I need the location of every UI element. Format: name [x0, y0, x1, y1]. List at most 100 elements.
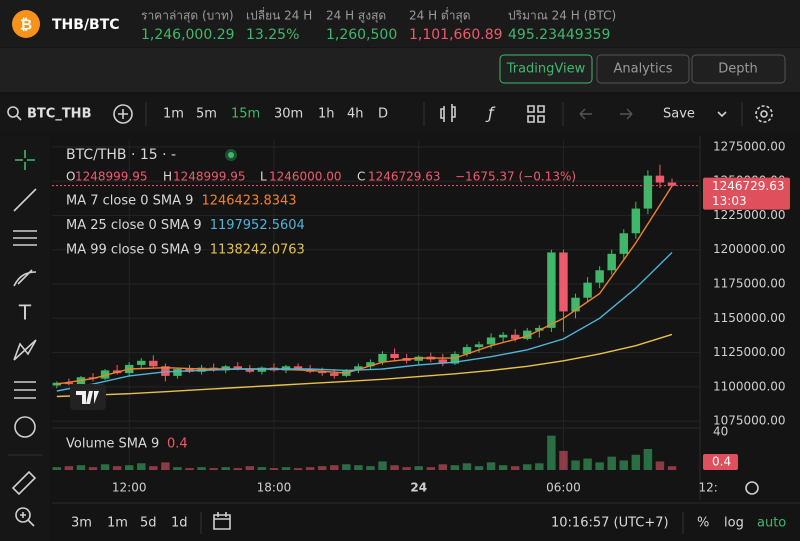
candle-body: [462, 347, 472, 354]
volume-bar: [209, 468, 218, 470]
indicators-icon[interactable]: ƒ: [485, 104, 496, 123]
volume-bar: [100, 464, 110, 470]
y-tick-label: 1200000.00: [713, 242, 786, 256]
ohlc-value: 1248999.95: [75, 170, 148, 184]
candle-body: [486, 337, 496, 345]
scale-option[interactable]: %: [697, 516, 709, 531]
volume-bar: [390, 465, 399, 470]
range-button[interactable]: 5d: [140, 516, 157, 531]
settings-icon[interactable]: [755, 105, 773, 123]
undo-icon[interactable]: [579, 108, 592, 120]
chart-type-icon[interactable]: [440, 104, 456, 122]
search-icon[interactable]: [16, 115, 22, 121]
fib-tool[interactable]: [13, 230, 37, 246]
save-menu-icon[interactable]: [717, 111, 727, 118]
interval[interactable]: 4h: [347, 107, 364, 122]
grid: 1075000.00 1100000.00 1125000.00 1150000.00…: [52, 139, 786, 495]
y-tick-label: 1075000.00: [713, 414, 786, 428]
stat-value: 13.25%: [246, 27, 299, 43]
add-icon[interactable]: [118, 109, 128, 119]
stat-value: 1,101,660.89: [409, 27, 503, 43]
pattern-tool[interactable]: [13, 339, 37, 361]
x-tick-label: 24: [410, 481, 427, 495]
volume-bar: [88, 467, 98, 470]
symbol[interactable]: BTC_THB: [27, 107, 91, 122]
candle-body: [64, 382, 74, 385]
volume-bar: [583, 458, 592, 470]
ohlc-value: 1246729.63: [368, 170, 441, 184]
legend-name: MA 7 close 0 SMA 9: [66, 194, 193, 209]
candle-body: [390, 353, 399, 359]
scale-option[interactable]: log: [724, 516, 744, 531]
volume-bar: [667, 466, 677, 470]
interval[interactable]: D: [378, 107, 388, 122]
volume-bar: [269, 468, 279, 470]
volume-bar: [354, 465, 363, 470]
candle-body: [474, 344, 484, 348]
candle-body: [583, 282, 592, 298]
save-button[interactable]: Save: [663, 107, 695, 122]
coin-logo: [12, 10, 40, 38]
ohlc-value: 1246000.00: [269, 170, 342, 184]
layout-icon[interactable]: [527, 105, 545, 123]
tab-button[interactable]: [596, 54, 690, 84]
volume-bar: [257, 467, 267, 470]
volume-label: Volume SMA 9: [66, 437, 159, 452]
emoji-tool[interactable]: [14, 416, 36, 438]
axis-settings-icon[interactable]: [745, 481, 759, 495]
volume-bar: [305, 467, 315, 470]
add-icon[interactable]: [113, 104, 133, 124]
tab-label[interactable]: TradingView: [506, 62, 586, 77]
volume-bar: [655, 461, 665, 470]
volume-bar: [293, 468, 303, 470]
interval[interactable]: 30m: [274, 107, 303, 122]
settings-icon[interactable]: [760, 110, 768, 118]
interval[interactable]: 15m: [231, 107, 260, 122]
moving-average-line: [56, 252, 673, 392]
range-button[interactable]: 1m: [107, 516, 128, 531]
volume-bar: [498, 465, 508, 470]
interval[interactable]: 5m: [196, 107, 217, 122]
legend-value: 1246423.8343: [201, 194, 296, 209]
volume-bar: [450, 465, 460, 470]
volume-bar: [643, 449, 653, 470]
drawing-toolbar: [0, 136, 50, 541]
candle-body: [330, 373, 339, 376]
pair: THB/BTC: [52, 17, 120, 33]
scale-option[interactable]: auto: [757, 516, 786, 531]
stat-label: 24 H สูงสุด: [326, 9, 386, 24]
range-button[interactable]: 1d: [171, 516, 188, 531]
zoom-tool[interactable]: [20, 512, 35, 527]
stat-label: เปลี่ยน 24 H: [246, 7, 312, 23]
volume-bar: [571, 460, 580, 470]
search-icon[interactable]: [7, 106, 19, 118]
ohlc-label: O: [66, 170, 75, 184]
forecast-tool[interactable]: [14, 381, 36, 399]
tab-button[interactable]: [499, 54, 593, 84]
ruler-tool[interactable]: [11, 470, 37, 496]
tab-label[interactable]: Analytics: [613, 62, 672, 77]
countdown-label: 13:03: [712, 194, 747, 208]
volume-bar: [124, 465, 134, 470]
redo-icon[interactable]: [620, 108, 633, 120]
volume-bar: [245, 466, 255, 470]
crosshair-tool[interactable]: [15, 150, 35, 170]
zoom-tool[interactable]: [15, 507, 31, 523]
stat-label: ราคาล่าสุด (บาท): [141, 9, 234, 24]
date-range-icon[interactable]: [213, 512, 231, 530]
candle-body: [233, 366, 242, 370]
candle-body: [667, 182, 677, 186]
line-tool[interactable]: [13, 188, 37, 212]
y-tick-label: 1175000.00: [713, 277, 786, 291]
volume-bar: [486, 462, 496, 470]
brush-tool[interactable]: [13, 269, 37, 287]
interval[interactable]: 1m: [163, 107, 184, 122]
interval[interactable]: 1h: [318, 107, 335, 122]
tab-button[interactable]: [691, 54, 786, 84]
text-tool[interactable]: T: [18, 301, 32, 325]
volume-bar: [137, 463, 146, 470]
tab-label[interactable]: Depth: [718, 62, 758, 77]
range-button[interactable]: 3m: [71, 516, 92, 531]
x-tick-label: 18:00: [257, 481, 292, 495]
y-tick-label: 1125000.00: [713, 345, 786, 359]
